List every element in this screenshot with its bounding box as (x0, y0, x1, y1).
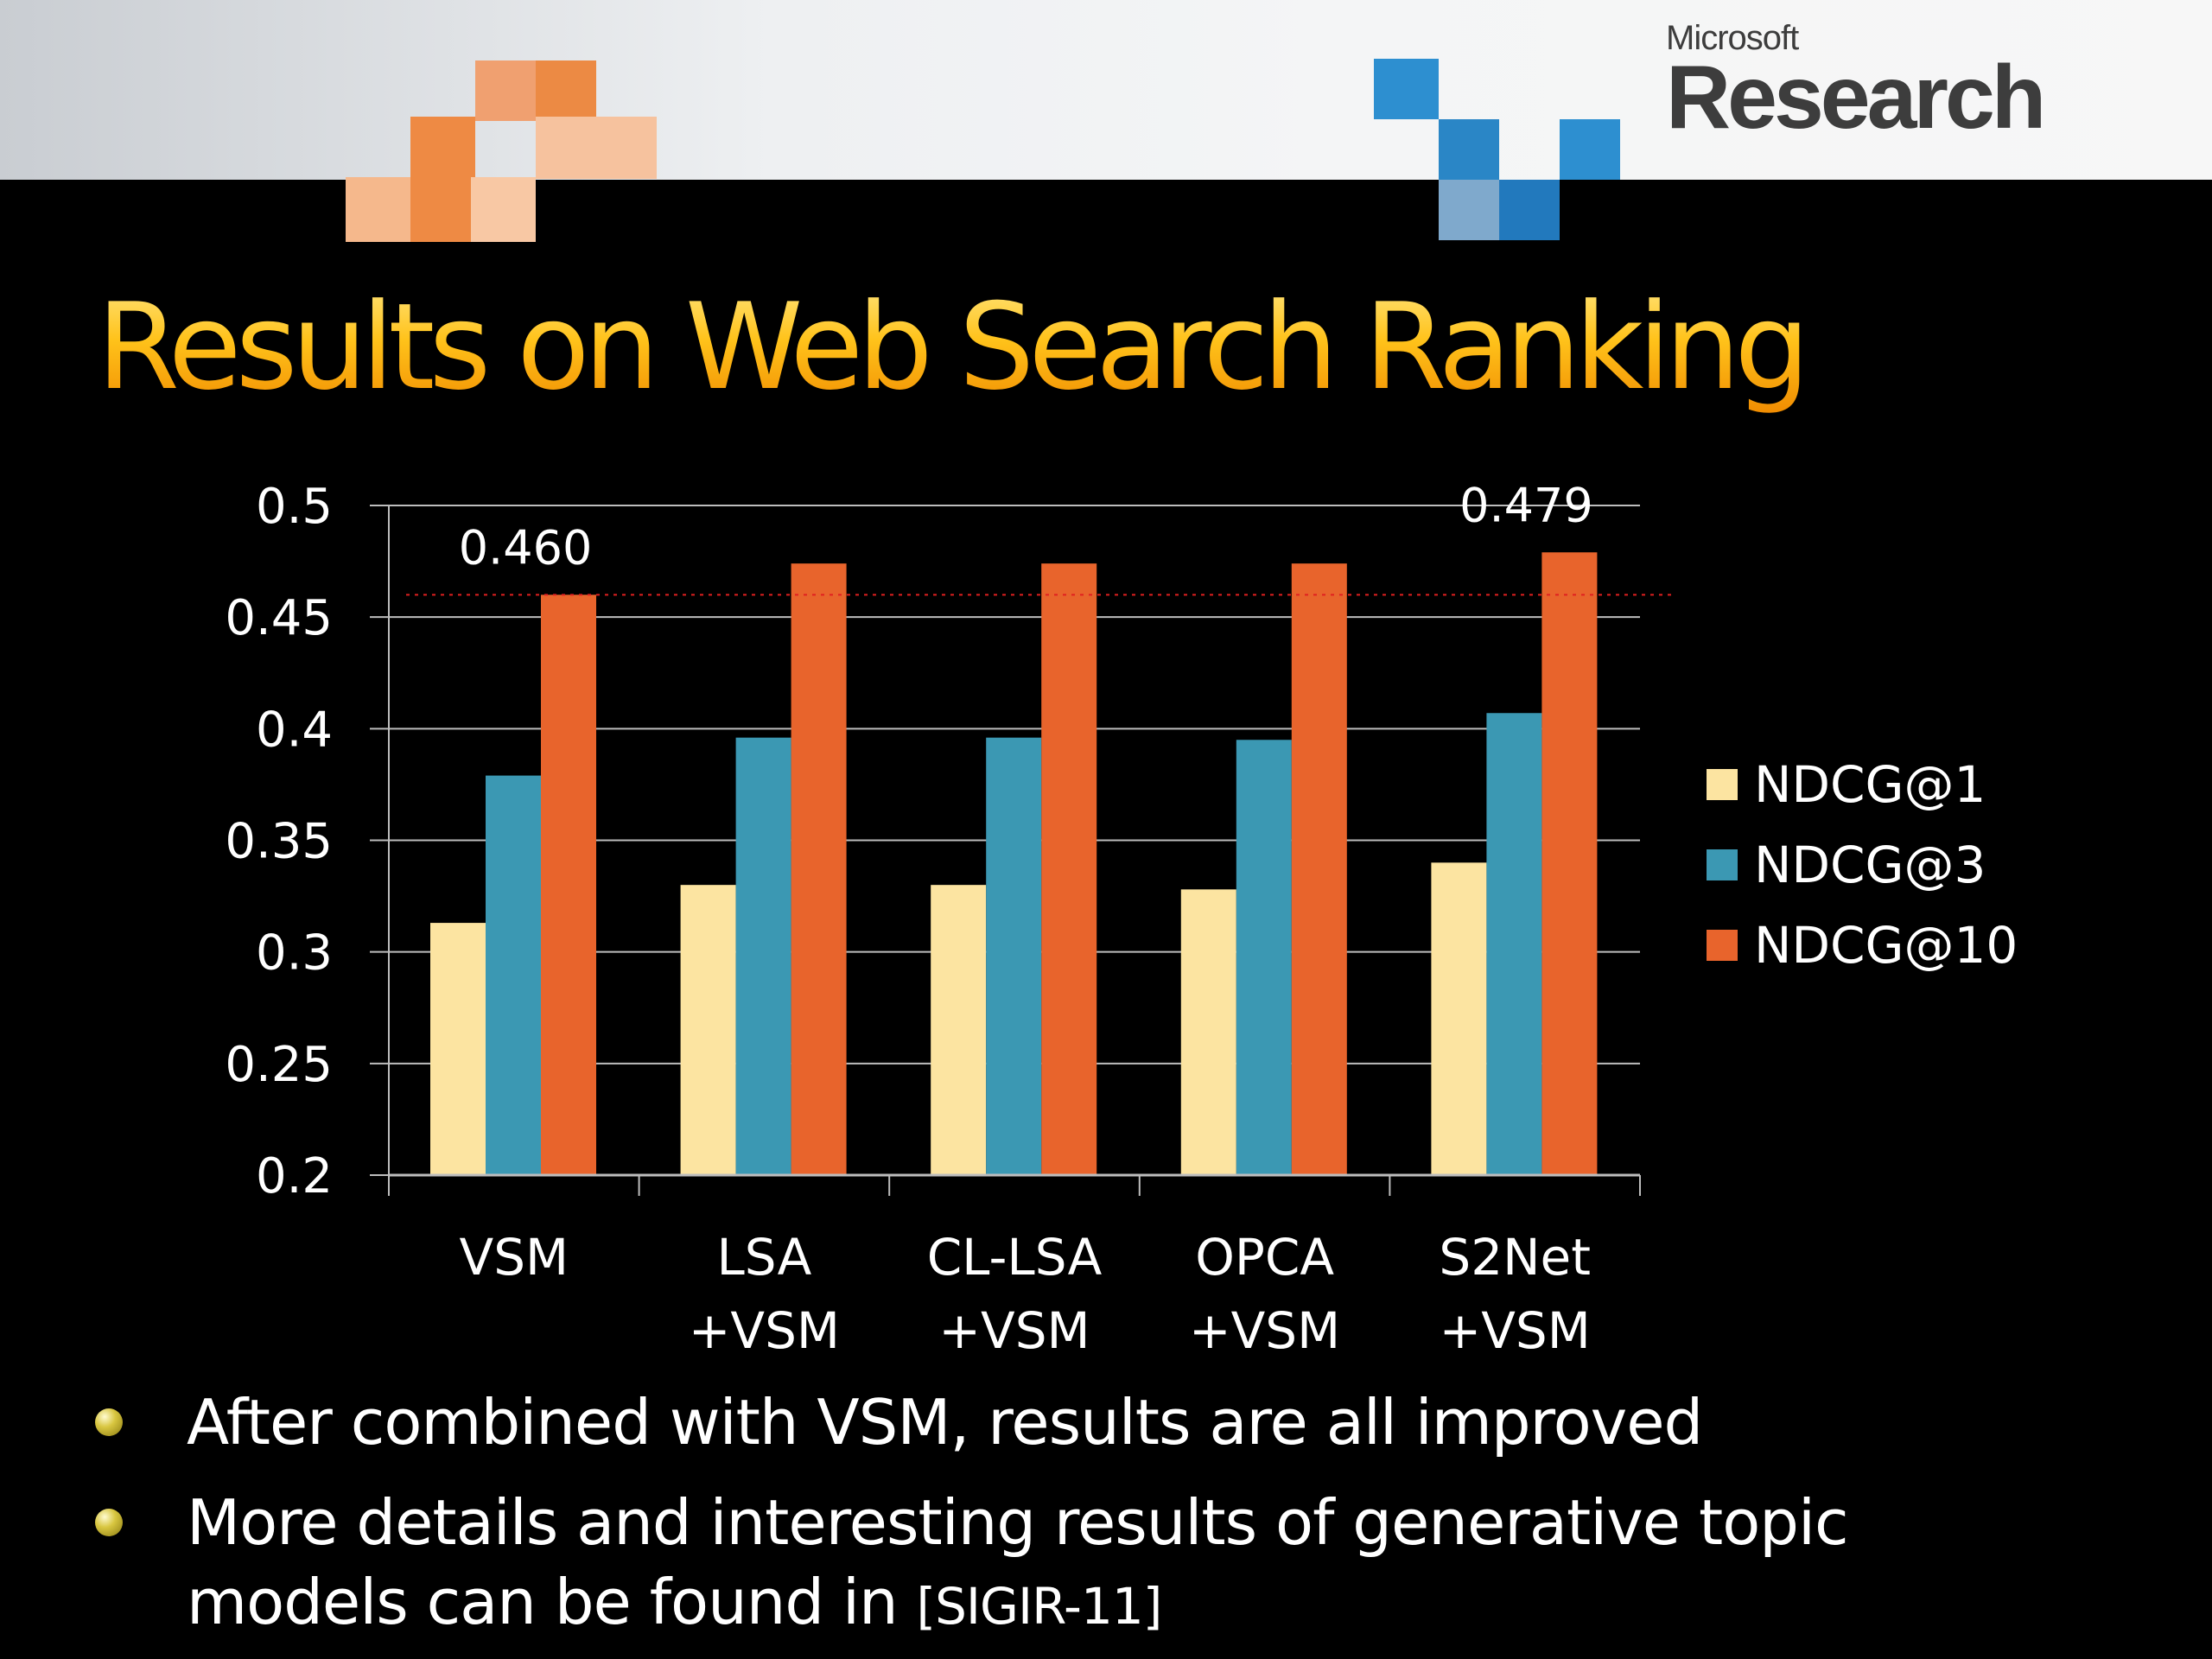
logo-research-text: Research (1666, 48, 2046, 148)
bullet-text: More details and interesting results of … (187, 1486, 1849, 1638)
y-tick-label: 0.5 (256, 479, 333, 535)
y-tick-label: 0.3 (256, 925, 333, 982)
legend-swatch (1707, 769, 1738, 800)
x-tick-label: +VSM (689, 1301, 840, 1360)
x-tick-label: +VSM (1440, 1301, 1591, 1360)
y-tick-label: 0.4 (256, 702, 333, 758)
orange-tile (471, 177, 536, 242)
bar-ndcg-at-1 (931, 885, 987, 1175)
bullet-icon (95, 1509, 123, 1536)
bar-ndcg-at-3 (1236, 740, 1292, 1175)
y-tick-label: 0.25 (225, 1037, 333, 1093)
data-label: 0.479 (1459, 478, 1593, 532)
microsoft-research-logo: Microsoft Research (1666, 19, 2046, 148)
legend-label: NDCG@1 (1754, 755, 1986, 814)
bar-ndcg-at-1 (1431, 862, 1487, 1175)
bar-ndcg-at-10 (541, 594, 596, 1175)
bar-ndcg-at-3 (735, 737, 791, 1175)
x-tick-label: +VSM (1189, 1301, 1340, 1360)
legend-swatch (1707, 930, 1738, 961)
y-tick-label: 0.35 (225, 814, 333, 870)
x-tick-label: +VSM (938, 1301, 1090, 1360)
bar-ndcg-at-3 (986, 737, 1042, 1175)
orange-tile (410, 177, 471, 242)
bullet-item: After combined with VSM, results are all… (95, 1382, 2088, 1462)
bar-ndcg-at-3 (1486, 713, 1542, 1175)
y-tick-label: 0.2 (256, 1148, 333, 1205)
bullet-item: More details and interesting results of … (95, 1483, 2088, 1646)
data-label: 0.460 (459, 520, 593, 575)
x-tick-label: OPCA (1195, 1228, 1334, 1287)
bar-ndcg-at-1 (1180, 889, 1236, 1175)
whiteboard-background (0, 0, 2212, 180)
x-tick-label: S2Net (1439, 1228, 1591, 1287)
bar-ndcg-at-10 (1291, 563, 1347, 1175)
legend-label: NDCG@3 (1754, 836, 1986, 894)
citation-reference: [SIGIR-11] (916, 1577, 1162, 1636)
bar-ndcg-at-1 (680, 885, 736, 1175)
blue-tile (1439, 180, 1499, 240)
orange-tile (536, 60, 596, 121)
x-tick-label: LSA (716, 1228, 811, 1287)
x-tick-label: CL-LSA (927, 1228, 1103, 1287)
blue-tile (1499, 180, 1560, 240)
y-tick-label: 0.45 (225, 590, 333, 646)
bullet-list: After combined with VSM, results are all… (95, 1382, 2088, 1646)
bullet-icon (95, 1408, 123, 1436)
orange-tile (410, 117, 475, 179)
legend-label: NDCG@10 (1754, 916, 2018, 975)
bar-ndcg-at-10 (791, 563, 847, 1175)
slide-title: Results on Web Search Ranking (97, 277, 1810, 416)
blue-tile (1439, 119, 1499, 180)
blue-tile (1374, 59, 1439, 119)
legend-swatch (1707, 849, 1738, 880)
orange-tile (536, 117, 657, 179)
bar-ndcg-at-3 (486, 775, 541, 1175)
blue-tile (1560, 119, 1620, 180)
orange-tile (346, 177, 410, 242)
bar-ndcg-at-1 (430, 923, 486, 1175)
bar-ndcg-at-10 (1541, 552, 1598, 1175)
bullet-text: After combined with VSM, results are all… (187, 1386, 1703, 1459)
x-tick-label: VSM (460, 1228, 569, 1287)
header-banner: Microsoft Research (0, 0, 2212, 242)
logo-microsoft-text: Microsoft (1666, 19, 1799, 57)
bar-ndcg-at-10 (1041, 563, 1097, 1175)
bar-chart: 0.2 0.25 0.3 0.35 0.4 0.45 0.5 VSM LSA +VSM CL-LSA… (225, 478, 2018, 1360)
